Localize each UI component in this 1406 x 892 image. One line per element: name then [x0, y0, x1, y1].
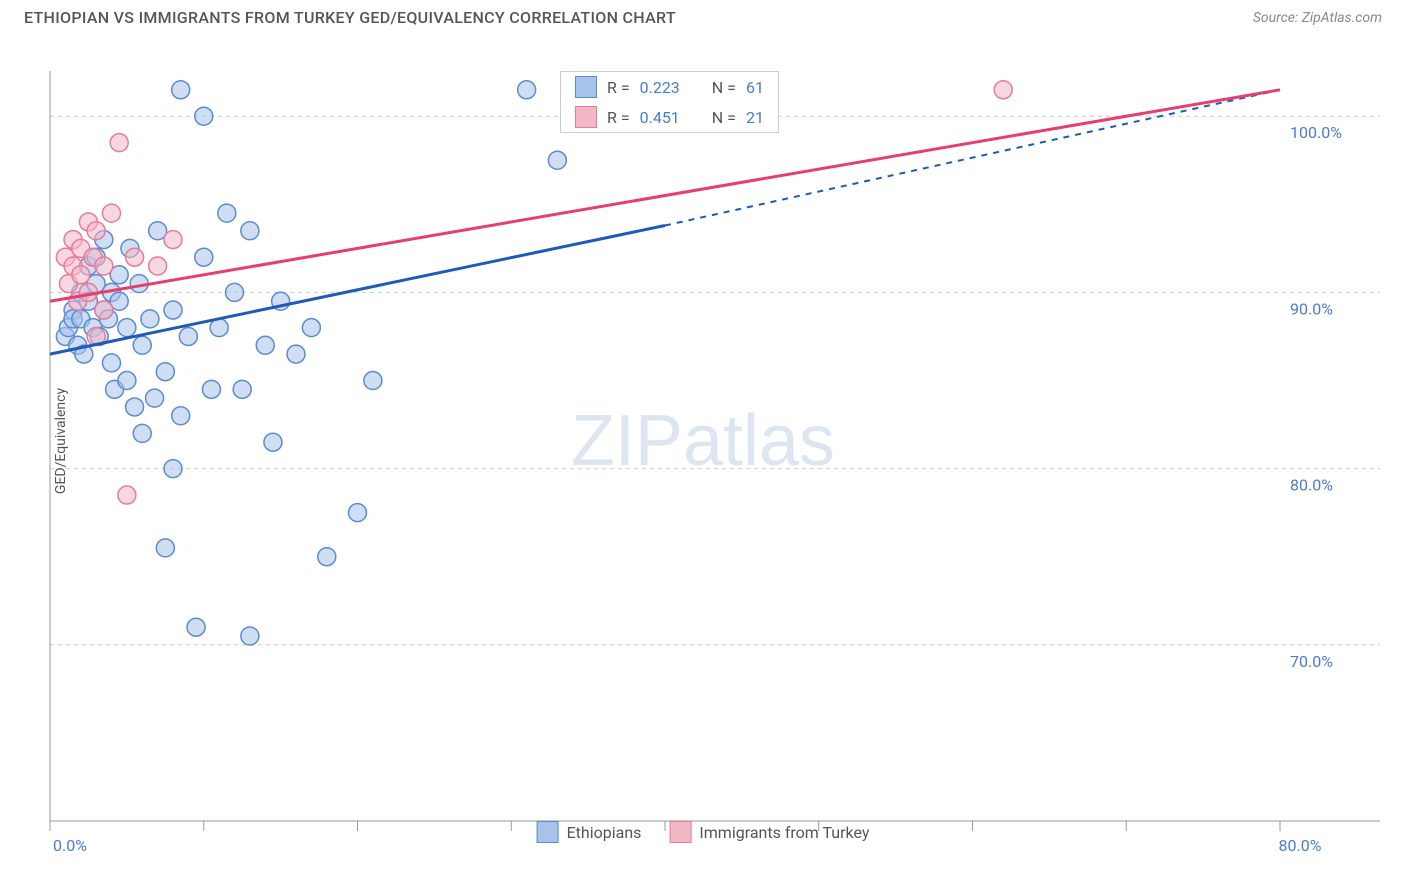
legend-swatch — [575, 76, 597, 98]
data-point — [241, 222, 259, 240]
data-point — [179, 327, 197, 345]
data-point — [126, 248, 144, 266]
r-label: R = — [607, 108, 630, 127]
data-point — [133, 424, 151, 442]
data-point — [256, 336, 274, 354]
data-point — [548, 151, 566, 169]
stats-legend-row: R = 0.451 N = 21 — [561, 102, 778, 132]
n-label: N = — [712, 108, 736, 127]
data-point — [164, 301, 182, 319]
data-point — [172, 81, 190, 99]
data-point — [994, 81, 1012, 99]
data-point — [218, 204, 236, 222]
data-point — [302, 319, 320, 337]
r-label: R = — [607, 78, 630, 97]
data-point — [187, 618, 205, 636]
legend-swatch — [575, 106, 597, 128]
chart-source: Source: ZipAtlas.com — [1253, 10, 1382, 26]
data-point — [233, 380, 251, 398]
svg-text:0.0%: 0.0% — [53, 836, 87, 851]
data-point — [95, 301, 113, 319]
n-value: 61 — [746, 78, 764, 97]
data-point — [156, 363, 174, 381]
svg-text:90.0%: 90.0% — [1290, 299, 1333, 318]
data-point — [364, 372, 382, 390]
data-point — [172, 407, 190, 425]
data-point — [118, 319, 136, 337]
data-point — [287, 345, 305, 363]
svg-text:80.0%: 80.0% — [1290, 476, 1333, 495]
data-point — [110, 134, 128, 152]
svg-text:80.0%: 80.0% — [1279, 836, 1322, 851]
data-point — [202, 380, 220, 398]
data-point — [118, 486, 136, 504]
data-point — [518, 81, 536, 99]
legend-label: Ethiopians — [567, 823, 642, 842]
data-point — [72, 266, 90, 284]
data-point — [146, 389, 164, 407]
data-point — [133, 336, 151, 354]
r-value: 0.223 — [640, 78, 680, 97]
data-point — [226, 283, 244, 301]
n-label: N = — [712, 78, 736, 97]
data-point — [318, 548, 336, 566]
r-value: 0.451 — [640, 108, 680, 127]
y-axis-label: GED/Equivalency — [53, 388, 69, 494]
series-legend: Ethiopians Immigrants from Turkey — [537, 821, 870, 843]
chart-area: GED/Equivalency 70.0% 80.0% 90.0% 100.0% 0.0… — [0, 31, 1406, 851]
data-point — [164, 460, 182, 478]
chart-title: ETHIOPIAN VS IMMIGRANTS FROM TURKEY GED/… — [24, 8, 676, 27]
data-point — [103, 204, 121, 222]
data-point — [87, 222, 105, 240]
stats-legend: R = 0.223 N = 61 R = 0.451 N = 21 — [560, 71, 779, 133]
scatter-chart: 70.0% 80.0% 90.0% 100.0% 0.0% 80.0% — [0, 31, 1406, 851]
data-point — [103, 354, 121, 372]
data-point — [195, 248, 213, 266]
data-point — [149, 257, 167, 275]
data-point — [141, 310, 159, 328]
data-point — [164, 231, 182, 249]
legend-swatch — [669, 821, 691, 843]
stats-legend-row: R = 0.223 N = 61 — [561, 72, 778, 102]
data-point — [126, 398, 144, 416]
data-point — [156, 539, 174, 557]
chart-header: ETHIOPIAN VS IMMIGRANTS FROM TURKEY GED/… — [0, 0, 1406, 31]
data-point — [264, 433, 282, 451]
data-point — [349, 504, 367, 522]
data-point — [241, 627, 259, 645]
legend-item: Immigrants from Turkey — [669, 821, 869, 843]
data-point — [118, 372, 136, 390]
n-value: 21 — [746, 108, 764, 127]
legend-swatch — [537, 821, 559, 843]
legend-label: Immigrants from Turkey — [699, 823, 869, 842]
svg-text:100.0%: 100.0% — [1290, 123, 1342, 142]
legend-item: Ethiopians — [537, 821, 642, 843]
svg-text:70.0%: 70.0% — [1290, 652, 1333, 671]
data-point — [195, 107, 213, 125]
data-point — [95, 257, 113, 275]
